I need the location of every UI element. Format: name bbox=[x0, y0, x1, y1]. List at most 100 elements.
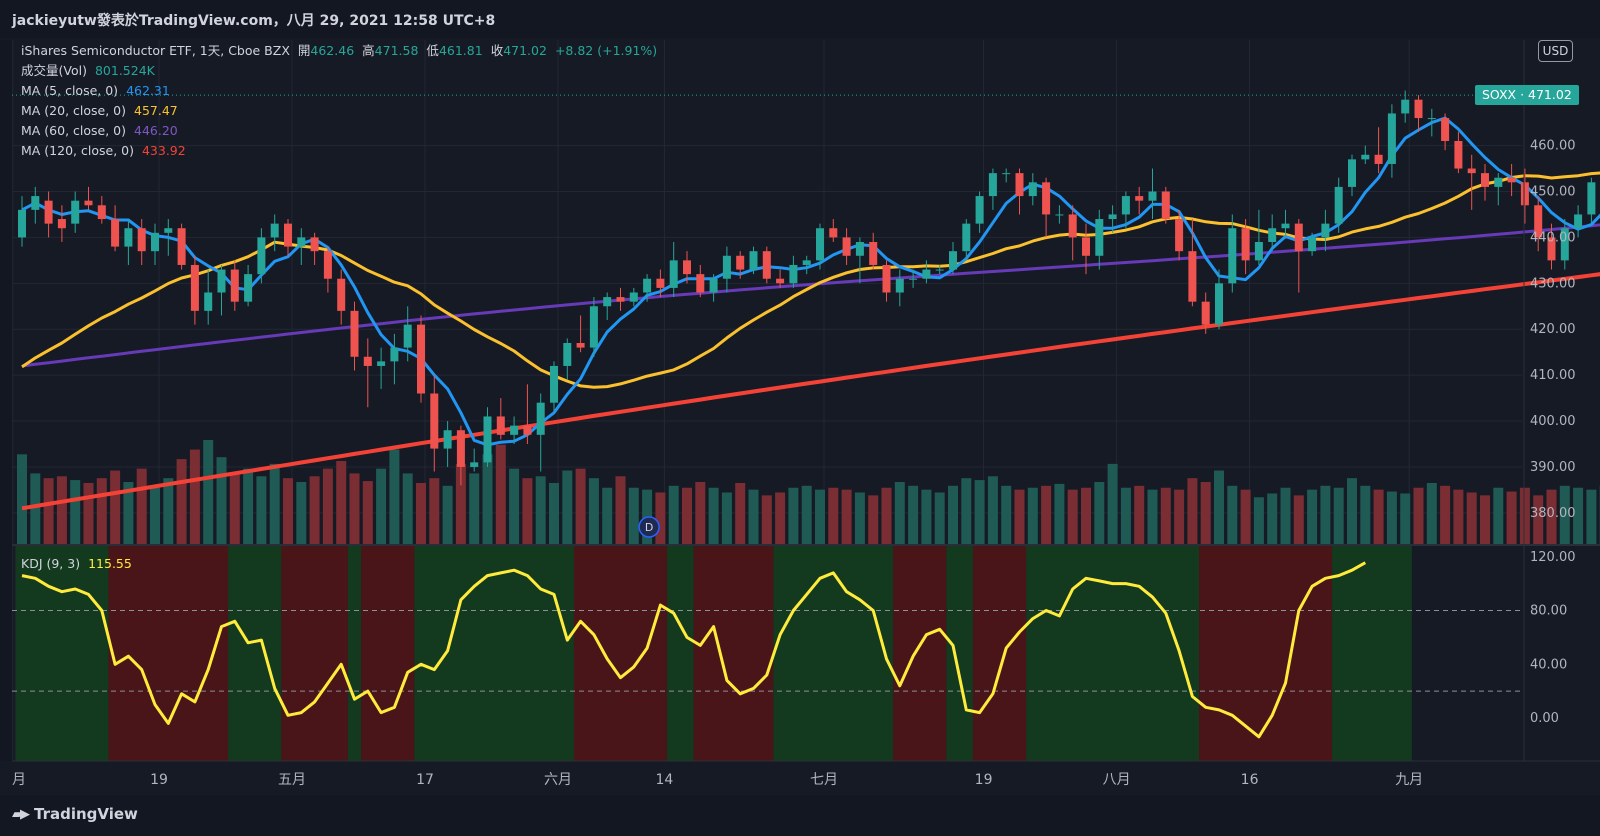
y-tick-label: 440.00 bbox=[1530, 230, 1576, 245]
volume-bar bbox=[1041, 485, 1052, 545]
candle-body bbox=[1481, 173, 1489, 187]
kdj-regime-bull bbox=[228, 546, 282, 761]
candle-body bbox=[683, 260, 691, 275]
candle-body bbox=[230, 269, 239, 302]
price-tag-value: 471.02 bbox=[1528, 87, 1572, 103]
volume-bar bbox=[136, 468, 147, 545]
volume-bar bbox=[176, 459, 187, 545]
volume-bar bbox=[1466, 492, 1477, 545]
volume-bar bbox=[1546, 489, 1557, 545]
candle-body bbox=[1507, 177, 1516, 183]
volume-bar bbox=[721, 492, 732, 545]
kdj-regime-bull bbox=[667, 546, 694, 761]
kdj-panel[interactable] bbox=[12, 546, 1522, 761]
volume-bar bbox=[788, 487, 799, 545]
kdj-regime-bull bbox=[1332, 546, 1412, 761]
candle-body bbox=[1135, 196, 1144, 201]
candle-body bbox=[550, 365, 558, 403]
volume-bar bbox=[1333, 487, 1344, 545]
x-tick-label: 五月 bbox=[278, 772, 306, 788]
legend-change: +8.82 (+1.91%) bbox=[554, 43, 658, 58]
kdj-regime-bull bbox=[414, 546, 574, 761]
volume-bar bbox=[828, 487, 839, 545]
kdj-value: 115.55 bbox=[88, 556, 132, 571]
candle-body bbox=[217, 269, 226, 293]
tradingview-logo-text: TradingView bbox=[34, 805, 138, 823]
volume-bar bbox=[110, 470, 121, 545]
volume-bar bbox=[349, 473, 360, 545]
volume-bar bbox=[189, 449, 200, 545]
candle-body bbox=[842, 237, 851, 256]
volume-bar bbox=[881, 487, 892, 545]
tradingview-logo[interactable]: ▰▶ TradingView bbox=[12, 805, 138, 823]
candle-body bbox=[962, 223, 971, 252]
dividend-marker-icon bbox=[638, 516, 660, 538]
volume-bar bbox=[1373, 489, 1384, 545]
candle-body bbox=[576, 343, 585, 348]
candle-body bbox=[1308, 237, 1317, 252]
candle-body bbox=[377, 361, 386, 366]
kdj-y-tick-label: 40.00 bbox=[1530, 657, 1567, 672]
currency-button[interactable]: USD bbox=[1538, 40, 1573, 62]
legend-ma20-value: 457.47 bbox=[134, 103, 178, 118]
volume-bar bbox=[1400, 493, 1411, 545]
volume-bar bbox=[854, 492, 865, 545]
volume-bar bbox=[522, 478, 533, 545]
candle-body bbox=[1082, 237, 1090, 256]
candle-body bbox=[1268, 228, 1277, 242]
volume-bar bbox=[336, 461, 347, 545]
volume-bar bbox=[668, 485, 679, 545]
volume-bar bbox=[615, 476, 626, 545]
y-tick-label: 430.00 bbox=[1530, 276, 1576, 291]
volume-bar bbox=[1147, 489, 1158, 545]
volume-bar bbox=[30, 473, 41, 545]
legend-ma120-value: 433.92 bbox=[141, 143, 186, 158]
volume-bar bbox=[868, 495, 879, 545]
left-margin bbox=[0, 40, 12, 761]
candle-body bbox=[1161, 191, 1170, 220]
volume-bar bbox=[1559, 485, 1570, 545]
volume-bar bbox=[987, 476, 998, 545]
kdj-line bbox=[21, 561, 1367, 739]
volume-bar bbox=[416, 482, 426, 545]
candle-body bbox=[1175, 219, 1184, 252]
volume-bar bbox=[1187, 478, 1198, 545]
volume-bar bbox=[549, 482, 559, 545]
x-tick-label: 17 bbox=[416, 772, 434, 788]
volume-bar bbox=[1360, 485, 1371, 545]
candle-body bbox=[949, 251, 957, 270]
candle-body bbox=[137, 228, 146, 252]
volume-bar bbox=[1453, 489, 1464, 545]
volume-bar bbox=[1120, 487, 1131, 545]
volume-bar bbox=[1107, 463, 1118, 545]
volume-bar bbox=[495, 444, 506, 545]
candle-body bbox=[1534, 205, 1543, 238]
price-panel[interactable]: D bbox=[12, 40, 1600, 761]
candle-body bbox=[1121, 196, 1130, 215]
dividend-marker-label: D bbox=[645, 521, 653, 534]
x-tick-label: 16 bbox=[1241, 772, 1259, 788]
volume-bar bbox=[309, 476, 320, 545]
legend-ma5-value: 462.31 bbox=[126, 83, 170, 98]
candle-body bbox=[1042, 182, 1051, 215]
candle-body bbox=[44, 200, 53, 224]
x-tick-label: 九月 bbox=[1395, 772, 1423, 788]
candle-body bbox=[204, 292, 213, 311]
chart-svg[interactable]: D 380.00 390.00 400.00 410.00 420.00 430.00 44… bbox=[0, 0, 1600, 795]
volume-bar bbox=[389, 449, 400, 545]
candle-body bbox=[97, 205, 106, 220]
x-tick-label: 14 bbox=[655, 772, 673, 788]
volume-bar bbox=[708, 487, 719, 545]
volume-bar bbox=[894, 482, 905, 545]
candle-body bbox=[629, 292, 638, 302]
y-tick-label: 400.00 bbox=[1530, 414, 1576, 429]
volume-bar bbox=[748, 489, 759, 545]
legend-ma120-label: MA (120, close, 0) bbox=[21, 143, 134, 158]
candle-body bbox=[975, 196, 984, 224]
legend-symbol: iShares Semiconductor ETF, 1天, Cboe BZX bbox=[21, 43, 290, 58]
candle-body bbox=[1348, 159, 1356, 187]
chart-legend: iShares Semiconductor ETF, 1天, Cboe BZX … bbox=[21, 41, 657, 161]
publisher-header: jackieyutw發表於TradingView.com，八月 29, 2021… bbox=[12, 13, 496, 29]
volume-bar bbox=[1320, 485, 1331, 545]
x-tick-label: 七月 bbox=[810, 772, 838, 788]
